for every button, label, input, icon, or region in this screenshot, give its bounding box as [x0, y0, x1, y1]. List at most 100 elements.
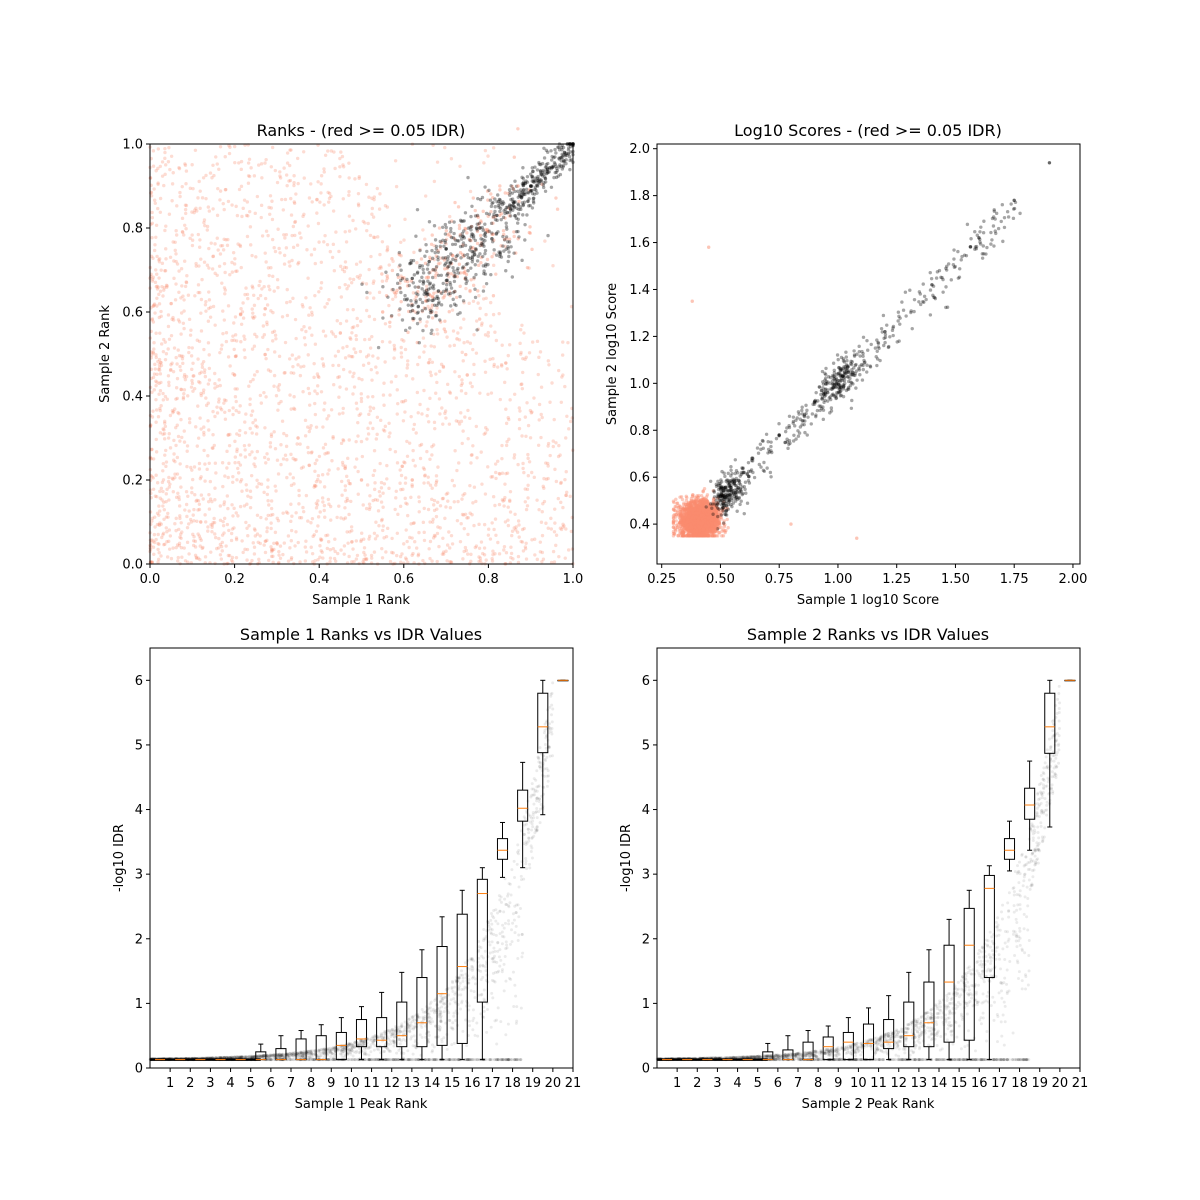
failing-point [172, 346, 177, 350]
failing-point [307, 196, 312, 200]
failing-point [454, 257, 458, 261]
failing-point [423, 194, 428, 198]
failing-point [273, 249, 278, 254]
passing-point [415, 207, 420, 212]
failing-point [346, 284, 351, 288]
failing-point [411, 427, 416, 431]
failing-point [208, 497, 213, 501]
failing-point [717, 531, 721, 535]
failing-point [178, 514, 182, 518]
failing-point [183, 559, 188, 563]
passing-point [418, 297, 422, 302]
failing-point [168, 446, 173, 450]
failing-point [250, 347, 255, 351]
failing-point [428, 294, 433, 298]
failing-point [403, 496, 407, 501]
failing-point [504, 421, 509, 426]
failing-point [216, 186, 220, 191]
failing-point [564, 527, 568, 531]
failing-point [255, 194, 260, 199]
failing-point [405, 439, 409, 444]
passing-point [493, 209, 497, 214]
passing-point [489, 272, 493, 277]
failing-point [329, 518, 333, 522]
failing-point [234, 269, 238, 274]
failing-point [187, 522, 191, 526]
failing-point [503, 216, 507, 220]
failing-point [186, 293, 191, 297]
failing-point [361, 363, 366, 367]
failing-point [362, 557, 366, 562]
failing-point [395, 461, 400, 465]
failing-point [444, 505, 448, 509]
failing-point [148, 423, 153, 428]
failing-point [177, 166, 182, 171]
failing-point [254, 255, 258, 259]
failing-point [159, 404, 163, 408]
passing-point [403, 328, 408, 333]
failing-point [427, 547, 431, 551]
failing-point [156, 166, 160, 171]
passing-point [431, 267, 435, 272]
failing-point [154, 223, 159, 227]
passing-point [427, 282, 432, 286]
failing-point [422, 481, 426, 485]
passing-point [426, 292, 430, 297]
failing-point [415, 260, 419, 265]
ranks-chart-title: Ranks - (red >= 0.05 IDR) [257, 121, 466, 140]
failing-point [194, 261, 198, 266]
failing-point [231, 406, 235, 410]
failing-point [525, 401, 529, 405]
failing-point [367, 507, 372, 512]
passing-point [476, 196, 480, 201]
failing-point [476, 263, 481, 268]
failing-point [359, 396, 364, 401]
failing-point [376, 509, 381, 513]
failing-point [150, 538, 154, 542]
passing-point [526, 199, 530, 203]
failing-point [542, 476, 546, 481]
failing-point [230, 338, 234, 343]
failing-point [282, 253, 287, 258]
failing-point [462, 266, 466, 270]
failing-point [405, 513, 410, 518]
passing-point [504, 225, 509, 229]
failing-point [182, 546, 186, 550]
failing-point [394, 496, 398, 500]
failing-point [151, 304, 155, 308]
passing-point [443, 240, 447, 245]
failing-point [157, 513, 161, 517]
failing-point [341, 463, 345, 467]
failing-point [394, 184, 399, 189]
failing-point [516, 184, 520, 188]
log10-chart-title: Log10 Scores - (red >= 0.05 IDR) [734, 121, 1002, 140]
failing-point [403, 476, 408, 480]
failing-point [196, 508, 200, 512]
failing-point [252, 344, 257, 348]
failing-point [181, 354, 185, 359]
failing-point [255, 513, 260, 517]
failing-point [154, 537, 158, 542]
failing-point [370, 206, 375, 211]
failing-point [457, 223, 462, 228]
failing-point [198, 381, 202, 385]
passing-point [451, 257, 455, 262]
failing-point [170, 317, 174, 321]
failing-point [535, 339, 540, 344]
failing-point [273, 350, 277, 354]
failing-point [411, 551, 415, 556]
passing-point [543, 165, 548, 169]
passing-point [444, 278, 448, 283]
failing-point [445, 382, 450, 387]
failing-point [356, 191, 361, 196]
failing-point [263, 352, 267, 357]
failing-point [226, 432, 231, 437]
failing-point [384, 534, 389, 539]
failing-point [491, 232, 496, 236]
failing-point [153, 198, 157, 202]
failing-point [197, 245, 202, 249]
failing-point [411, 308, 415, 313]
failing-point [210, 530, 214, 534]
failing-point [414, 294, 418, 299]
failing-point [174, 229, 178, 233]
